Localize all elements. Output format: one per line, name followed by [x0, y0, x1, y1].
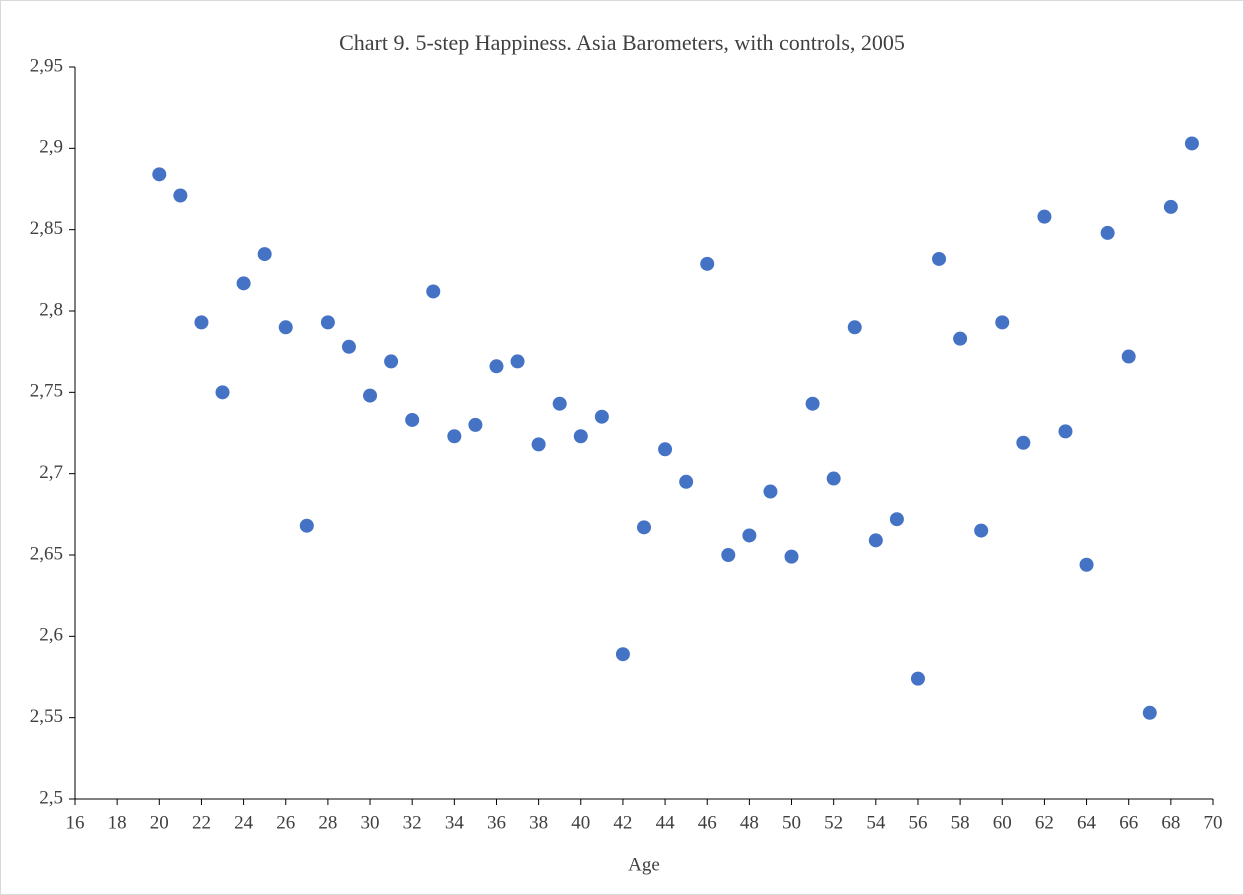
- point: [1058, 424, 1073, 439]
- x-tick-label: 24: [234, 812, 254, 833]
- x-tick-label: 32: [403, 812, 422, 833]
- x-tick-label: 58: [951, 812, 970, 833]
- x-tick-label: 40: [571, 812, 590, 833]
- x-tick-label: 70: [1204, 812, 1223, 833]
- x-tick-label: 52: [824, 812, 843, 833]
- point: [384, 354, 399, 369]
- y-tick-label: 2,85: [30, 218, 63, 239]
- point: [868, 533, 883, 548]
- point: [1121, 349, 1136, 364]
- x-tick-label: 30: [361, 812, 380, 833]
- x-tick-label: 38: [529, 812, 548, 833]
- point: [426, 284, 441, 299]
- point: [953, 331, 968, 346]
- point: [594, 409, 609, 424]
- y-tick-label: 2,7: [39, 462, 63, 483]
- point: [531, 437, 546, 452]
- x-tick-label: 16: [66, 812, 85, 833]
- x-tick-label: 54: [866, 812, 886, 833]
- point: [257, 247, 272, 262]
- x-tick-label: 62: [1035, 812, 1054, 833]
- y-tick-label: 2,95: [30, 55, 63, 76]
- y-tick-label: 2,9: [39, 137, 63, 158]
- x-tick-label: 64: [1077, 812, 1097, 833]
- point: [679, 474, 694, 489]
- point: [510, 354, 525, 369]
- point: [1184, 136, 1199, 151]
- point: [1100, 225, 1115, 240]
- y-tick-label: 2,8: [39, 299, 63, 320]
- x-tick-label: 42: [613, 812, 632, 833]
- point: [658, 442, 673, 457]
- x-tick-label: 18: [108, 812, 127, 833]
- point: [1037, 209, 1052, 224]
- x-tick-label: 50: [782, 812, 801, 833]
- point: [299, 518, 314, 533]
- point: [615, 647, 630, 662]
- point: [847, 320, 862, 335]
- y-tick-label: 2,6: [39, 625, 63, 646]
- point: [763, 484, 778, 499]
- point: [173, 188, 188, 203]
- point: [447, 429, 462, 444]
- x-axis-label: Age: [628, 854, 660, 875]
- point: [721, 548, 736, 562]
- point: [468, 417, 483, 432]
- x-tick-label: 34: [445, 812, 465, 833]
- point: [573, 429, 588, 444]
- point: [320, 315, 335, 330]
- x-tick-label: 60: [993, 812, 1012, 833]
- point: [341, 339, 356, 354]
- x-tick-label: 36: [487, 812, 506, 833]
- x-tick-label: 44: [656, 812, 676, 833]
- point: [805, 396, 820, 411]
- point: [910, 671, 925, 686]
- point: [363, 388, 378, 403]
- point: [552, 396, 567, 411]
- point: [637, 520, 651, 535]
- point: [236, 276, 251, 291]
- point: [1016, 435, 1031, 450]
- x-tick-label: 46: [698, 812, 717, 833]
- point: [974, 523, 989, 538]
- point: [700, 256, 715, 271]
- y-tick-label: 2,75: [30, 381, 63, 402]
- y-tick-label: 2,55: [30, 706, 63, 727]
- y-tick-label: 2,5: [39, 787, 63, 808]
- point: [742, 528, 757, 543]
- point: [889, 512, 904, 527]
- chart-title: Chart 9. 5-step Happiness. Asia Baromete…: [339, 30, 905, 55]
- x-tick-label: 56: [908, 812, 927, 833]
- x-tick-label: 22: [192, 812, 211, 833]
- point: [932, 251, 947, 266]
- point: [489, 359, 504, 374]
- point: [1163, 199, 1178, 214]
- x-tick-label: 68: [1161, 812, 1180, 833]
- point: [194, 315, 209, 330]
- x-tick-label: 20: [150, 812, 169, 833]
- point: [1079, 557, 1094, 572]
- point: [1142, 705, 1157, 720]
- x-tick-label: 28: [318, 812, 337, 833]
- point: [784, 549, 799, 564]
- x-tick-label: 48: [740, 812, 759, 833]
- point: [405, 412, 420, 427]
- point: [995, 315, 1010, 330]
- point: [215, 385, 230, 400]
- x-tick-label: 26: [276, 812, 295, 833]
- y-tick-label: 2,65: [30, 543, 63, 564]
- x-tick-label: 66: [1119, 812, 1138, 833]
- point: [826, 471, 841, 486]
- point: [152, 167, 167, 182]
- point: [278, 320, 293, 335]
